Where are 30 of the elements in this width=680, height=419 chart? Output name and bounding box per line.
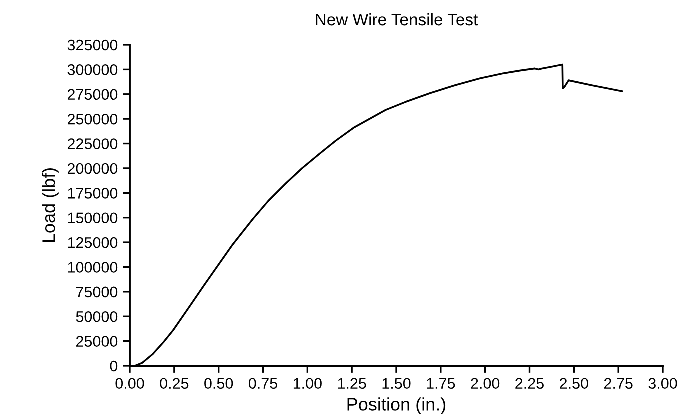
x-tick-label: 2.00: [471, 378, 500, 390]
x-axis-title: Position (in.): [348, 398, 446, 414]
y-tick-label: 25000: [76, 336, 118, 347]
y-tick-label: 200000: [68, 163, 118, 174]
x-tick-label: 2.25: [516, 378, 544, 390]
x-tick-label: 2.75: [604, 378, 633, 390]
x-tick-label: 2.50: [560, 378, 588, 390]
x-tick-label: 0.00: [116, 378, 144, 390]
y-tick-label: 0: [110, 360, 118, 372]
x-tick-label: 1.75: [427, 378, 456, 390]
x-tick-label: 1.00: [294, 378, 322, 390]
y-tick-label: 50000: [76, 311, 118, 322]
y-tick-label: 250000: [68, 114, 118, 125]
y-tick-label: 125000: [68, 237, 118, 248]
y-tick-label: 225000: [68, 138, 118, 150]
x-tick-label: 1.25: [338, 378, 366, 390]
y-tick-label: 75000: [76, 286, 118, 298]
x-tick-label: 3.00: [648, 378, 678, 390]
y-tick-label: 175000: [68, 188, 118, 199]
y-tick-label: 100000: [68, 262, 118, 273]
y-axis-title: Load (lbf): [42, 168, 59, 242]
x-tick-label: 0.50: [204, 378, 234, 390]
x-tick-label: 0.75: [248, 378, 278, 390]
x-tick-label: 1.50: [382, 378, 411, 390]
x-tick-label: 0.25: [160, 378, 189, 390]
y-tick-label: 325000: [68, 40, 118, 51]
y-tick-label: 300000: [68, 64, 118, 76]
y-tick-label: 150000: [68, 212, 118, 224]
chart-title: New Wire Tensile Test: [316, 13, 478, 26]
y-tick-label: 275000: [68, 89, 118, 100]
